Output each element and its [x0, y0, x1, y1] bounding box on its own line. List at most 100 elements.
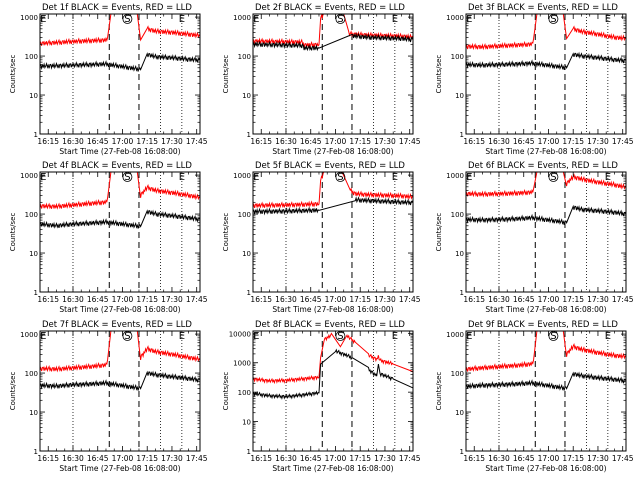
- plot-frame: [465, 171, 627, 293]
- y-axis-label: Counts/sec: [9, 372, 17, 411]
- series-events-line: [39, 370, 201, 391]
- marker-label: S: [337, 172, 343, 183]
- series-lld-line: [465, 13, 627, 51]
- y-tick-label: 100: [451, 370, 464, 378]
- plot-frame: [39, 13, 201, 135]
- y-tick-label: 1000: [233, 172, 251, 180]
- x-tick-label: 16:45: [300, 295, 322, 304]
- marker-label: E: [179, 331, 185, 342]
- y-tick-label: 10: [455, 250, 464, 258]
- marker-label: E: [40, 172, 46, 183]
- x-tick-label: 17:15: [136, 137, 158, 146]
- marker-label: E: [392, 14, 398, 25]
- chart-title: Det 2f BLACK = Events, RED = LLD: [255, 3, 405, 13]
- x-tick-label: 16:30: [275, 295, 297, 304]
- marker-label: E: [605, 14, 611, 25]
- x-tick-label: 17:15: [562, 137, 584, 146]
- x-tick-label: 17:00: [538, 295, 560, 304]
- marker-label: S: [124, 331, 130, 342]
- series-events-line: [252, 32, 414, 52]
- x-tick-label: 17:30: [374, 454, 396, 463]
- plot-frame: [252, 13, 414, 135]
- x-axis-label: Start Time (27-Feb-08 16:08:00): [59, 305, 180, 314]
- x-axis-label: Start Time (27-Feb-08 16:08:00): [272, 147, 393, 156]
- x-tick-label: 17:45: [612, 454, 634, 463]
- y-tick-label: 100: [451, 211, 464, 219]
- chart-title: Det 9f BLACK = Events, RED = LLD: [468, 320, 618, 330]
- x-tick-label: 16:45: [300, 454, 322, 463]
- y-tick-label: 10: [29, 250, 38, 258]
- x-tick-label: 16:15: [250, 295, 272, 304]
- y-tick-label: 10: [242, 250, 251, 258]
- x-tick-label: 17:00: [538, 454, 560, 463]
- x-tick-label: 17:00: [325, 137, 347, 146]
- y-tick-label: 100: [238, 211, 251, 219]
- series-lld-line: [252, 171, 414, 209]
- y-tick-label: 1000: [446, 14, 464, 22]
- series-events-line: [465, 371, 627, 391]
- marker-label: E: [466, 331, 472, 342]
- y-tick-label: 10: [455, 409, 464, 417]
- x-tick-label: 17:15: [136, 454, 158, 463]
- x-tick-label: 17:30: [161, 454, 183, 463]
- y-tick-label: 100: [25, 370, 38, 378]
- y-axis-label: Counts/sec: [435, 213, 443, 252]
- x-tick-label: 17:45: [186, 454, 208, 463]
- x-tick-label: 17:00: [112, 295, 134, 304]
- y-axis-label: Counts/sec: [9, 213, 17, 252]
- marker-label: E: [253, 172, 259, 183]
- y-tick-label: 1000: [20, 172, 38, 180]
- x-tick-label: 17:15: [349, 454, 371, 463]
- y-tick-label: 100: [238, 53, 251, 61]
- x-tick-label: 16:30: [62, 295, 84, 304]
- y-tick-label: 1000: [20, 14, 38, 22]
- chart-title: Det 8f BLACK = Events, RED = LLD: [255, 320, 405, 330]
- series-lld-line: [465, 171, 627, 198]
- y-tick-label: 100: [25, 211, 38, 219]
- series-lld-line: [252, 13, 414, 49]
- x-tick-label: 17:30: [161, 295, 183, 304]
- marker-label: E: [392, 172, 398, 183]
- x-axis-label: Start Time (27-Feb-08 16:08:00): [59, 147, 180, 156]
- x-axis-label: Start Time (27-Feb-08 16:08:00): [59, 464, 180, 473]
- x-tick-label: 17:15: [562, 454, 584, 463]
- series-events-line: [39, 52, 201, 72]
- y-tick-label: 1: [34, 448, 38, 456]
- x-tick-label: 16:30: [275, 137, 297, 146]
- series-events-line: [253, 348, 414, 400]
- x-tick-label: 17:00: [112, 137, 134, 146]
- y-axis-label: Counts/sec: [435, 55, 443, 94]
- marker-label: S: [337, 331, 343, 342]
- marker-label: E: [605, 331, 611, 342]
- x-tick-label: 16:15: [37, 137, 59, 146]
- x-tick-label: 17:45: [399, 295, 421, 304]
- marker-label: E: [466, 172, 472, 183]
- plot-frame: [465, 13, 627, 135]
- marker-label: E: [40, 14, 46, 25]
- marker-label: E: [466, 14, 472, 25]
- y-axis-label: Counts/sec: [222, 372, 230, 411]
- y-tick-label: 1: [34, 131, 38, 139]
- x-tick-label: 17:15: [136, 295, 158, 304]
- plot-frame: [252, 171, 414, 293]
- x-tick-label: 17:45: [186, 137, 208, 146]
- x-tick-label: 16:15: [463, 137, 485, 146]
- x-tick-label: 16:30: [488, 137, 510, 146]
- x-tick-label: 16:15: [37, 454, 59, 463]
- y-tick-label: 1: [460, 131, 464, 139]
- y-axis-label: Counts/sec: [435, 372, 443, 411]
- y-tick-label: 100: [238, 389, 251, 397]
- y-tick-label: 1000: [446, 172, 464, 180]
- y-tick-label: 1: [460, 289, 464, 297]
- x-axis-label: Start Time (27-Feb-08 16:08:00): [485, 464, 606, 473]
- x-tick-label: 17:45: [399, 454, 421, 463]
- marker-label: S: [550, 14, 556, 25]
- x-tick-label: 16:30: [488, 295, 510, 304]
- series-lld-line: [39, 13, 201, 47]
- marker-label: E: [40, 331, 46, 342]
